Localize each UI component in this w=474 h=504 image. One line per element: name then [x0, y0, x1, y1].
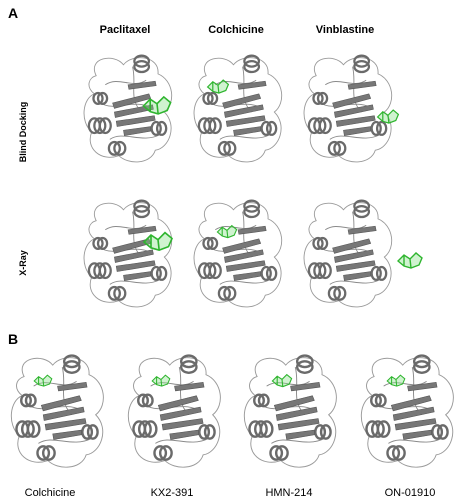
compound-label: ON-01910 [385, 487, 436, 499]
protein [243, 354, 338, 469]
panel-label: A [8, 5, 18, 21]
protein [192, 199, 283, 309]
ligand [397, 252, 423, 269]
ligand [271, 373, 293, 388]
row-label: Blind Docking [18, 102, 28, 163]
compound-label: HMN-214 [265, 487, 312, 499]
protein [82, 199, 173, 309]
panel-label: B [8, 331, 18, 347]
column-header: Paclitaxel [100, 24, 151, 36]
protein [302, 54, 393, 164]
protein [192, 54, 283, 164]
ligand [386, 374, 406, 387]
protein-structures [10, 354, 455, 469]
column-header: Colchicine [208, 24, 264, 36]
compound-label: KX2-391 [151, 487, 194, 499]
protein [10, 354, 105, 469]
protein [127, 354, 222, 469]
protein [302, 199, 393, 309]
ligand [206, 79, 230, 94]
row-label: X-Ray [18, 250, 28, 276]
protein-structures [82, 54, 423, 309]
ligand [143, 231, 173, 252]
column-header: Vinblastine [316, 24, 374, 36]
protein [360, 354, 455, 469]
compound-label: Colchicine [25, 487, 76, 499]
